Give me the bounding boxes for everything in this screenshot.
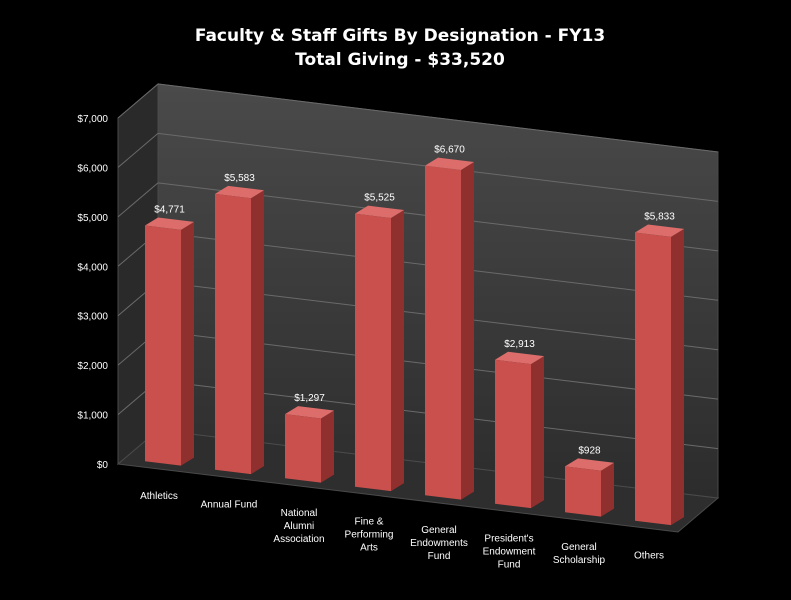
bar-side — [321, 410, 334, 483]
bar-top — [285, 406, 334, 419]
y-tick-label: $5,000 — [77, 213, 108, 224]
bar — [145, 217, 194, 466]
bar-top — [565, 458, 614, 471]
bar-side — [461, 161, 474, 500]
bar — [215, 185, 264, 475]
x-category-label: General Scholarship — [553, 542, 606, 566]
y-tick-label: $0 — [97, 460, 109, 471]
bar-side — [391, 210, 404, 492]
bar-side — [671, 228, 684, 526]
data-label: $928 — [578, 445, 601, 456]
data-label: $5,583 — [224, 173, 255, 184]
bar — [635, 224, 684, 526]
data-label: $6,670 — [434, 145, 465, 156]
bar-front — [565, 466, 601, 517]
y-tick-label: $2,000 — [77, 361, 108, 372]
y-tick-label: $7,000 — [77, 114, 108, 125]
x-category-label: Fine & Performing Arts — [345, 516, 394, 553]
bar-top — [355, 205, 404, 219]
bar-top — [145, 217, 194, 230]
bar-front — [355, 213, 391, 492]
gridline-side — [117, 83, 159, 119]
y-tick-label: $4,000 — [77, 262, 108, 273]
bar — [285, 406, 334, 483]
y-axis: $0 $1,000 $2,000 $3,000 $4,000 $5,000 $6,000 $7… — [77, 114, 108, 471]
x-category-label: Athletics — [140, 491, 178, 502]
x-category-label: General Endowments Fund — [410, 525, 468, 562]
x-category-label: National Alumni Association — [273, 508, 324, 545]
y-tick-label: $1,000 — [77, 411, 108, 422]
bar-top — [635, 224, 684, 237]
x-category-label: Others — [634, 550, 664, 561]
gridline-side — [117, 182, 159, 218]
bar-side — [601, 462, 614, 517]
bar-front — [285, 414, 321, 483]
bar-side — [531, 356, 544, 509]
chart-subtitle: Total Giving - $33,520 — [295, 50, 505, 70]
bar — [565, 458, 614, 517]
bar-series: $4,771 $5,583 $1,297 $5,525 $6,670 $2,913 $928… — [145, 145, 684, 526]
data-label: $2,913 — [504, 339, 535, 350]
gridline-side — [117, 133, 159, 168]
x-category-label: Annual Fund — [201, 499, 258, 510]
bar — [355, 205, 404, 492]
bar — [495, 351, 544, 509]
data-label: $5,833 — [644, 211, 675, 222]
bar-front — [635, 232, 671, 526]
data-label: $5,525 — [364, 193, 395, 204]
gridline — [157, 83, 719, 153]
plot-area — [116, 82, 720, 533]
bar — [425, 157, 474, 500]
y-tick-label: $6,000 — [77, 163, 108, 174]
data-label: $4,771 — [154, 204, 185, 215]
bar-front — [145, 225, 181, 466]
bar-front — [215, 193, 251, 475]
bar-top — [425, 157, 474, 170]
x-axis: Athletics Annual Fund National Alumni Associ… — [140, 491, 664, 571]
bar-top — [495, 351, 544, 365]
chart-title: Faculty & Staff Gifts By Designation - F… — [195, 26, 605, 46]
bar-front — [495, 359, 531, 509]
bar-top — [215, 185, 264, 199]
bar-side — [181, 221, 194, 466]
y-tick-label: $3,000 — [77, 312, 108, 323]
data-label: $1,297 — [294, 393, 325, 404]
bar-side — [251, 190, 264, 475]
x-category-label: President's Endowment Fund — [483, 533, 536, 570]
bar-front — [425, 165, 461, 500]
